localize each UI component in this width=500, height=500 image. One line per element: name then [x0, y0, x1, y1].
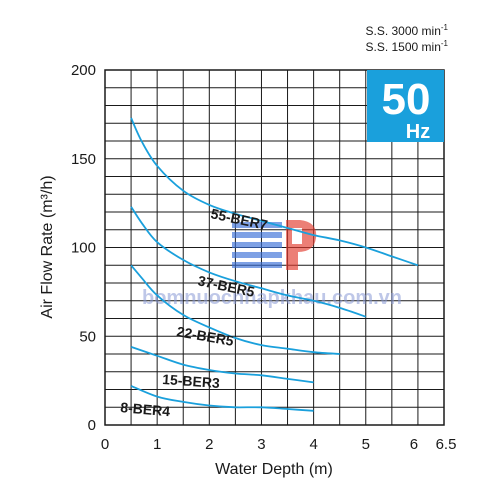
frequency-badge-box	[367, 70, 444, 142]
curve-55-ber7	[130, 117, 419, 267]
x-tick-label: 2	[205, 436, 213, 453]
y-tick-label: 150	[71, 151, 96, 168]
x-tick-label: 3	[257, 436, 265, 453]
x-tick-label: 1	[153, 436, 161, 453]
x-axis-title: Water Depth (m)	[215, 461, 333, 478]
label-15-ber3: 15-BER3	[162, 371, 221, 391]
speed-note-1500: S.S. 1500 min-1	[366, 39, 449, 54]
y-tick-label: 0	[88, 417, 96, 434]
x-tick-label: 0	[101, 436, 109, 453]
x-tick-labels: 0 1 2 3 4 5 6 6.5	[101, 436, 457, 453]
y-tick-label: 100	[71, 240, 96, 257]
y-tick-labels: 0 50 100 150 200	[71, 62, 96, 434]
frequency-badge-value: 50	[382, 75, 431, 124]
curve-22-ber5	[130, 264, 340, 355]
watermark: bomnuocnhapkhau.com.vn	[142, 220, 402, 309]
speed-note-3000: S.S. 3000 min-1	[366, 23, 449, 38]
frequency-badge: 50 Hz	[367, 70, 444, 143]
label-8-ber4: 8-BER4	[120, 399, 171, 419]
watermark-text: bomnuocnhapkhau.com.vn	[142, 287, 402, 309]
x-tick-label: 4	[309, 436, 317, 453]
y-tick-label: 200	[71, 62, 96, 79]
x-tick-label: 5	[362, 436, 370, 453]
curve-15-ber3	[130, 346, 314, 384]
x-tick-label: 6.5	[436, 436, 457, 453]
curve-37-ber5	[130, 206, 367, 318]
y-tick-label: 50	[79, 328, 96, 345]
curves	[130, 117, 419, 412]
y-axis-title: Air Flow Rate (m³/h)	[39, 175, 56, 318]
frequency-badge-unit: Hz	[406, 121, 430, 143]
watermark-logo	[232, 220, 317, 270]
curve-8-ber4	[130, 385, 314, 412]
x-tick-label: 6	[410, 436, 418, 453]
